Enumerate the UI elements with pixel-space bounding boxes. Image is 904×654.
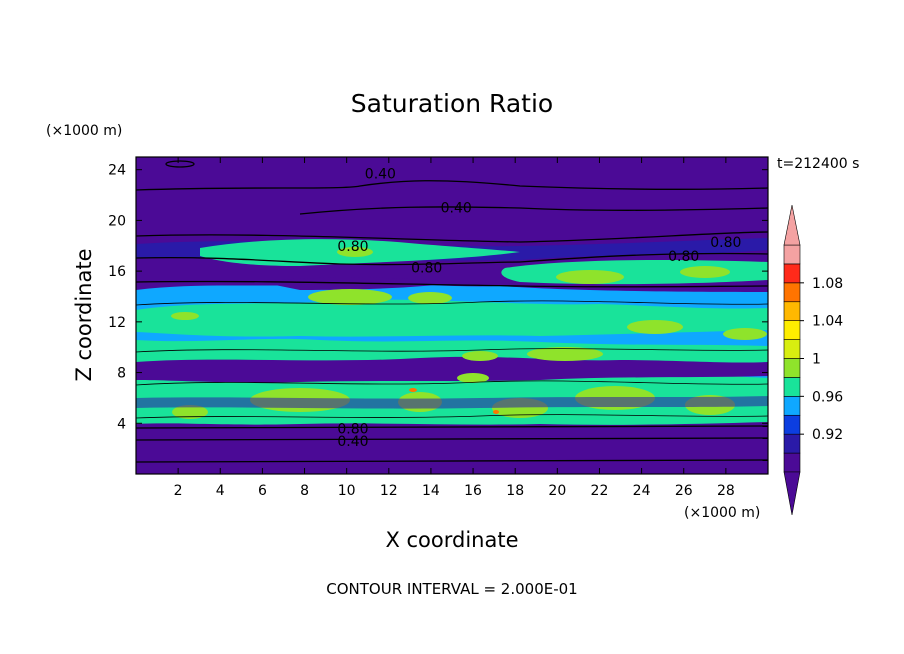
x-tick-label: 24 xyxy=(633,483,651,499)
contour-label: 0.80 xyxy=(337,239,368,255)
colorbar-segment xyxy=(783,396,801,416)
contour-interval-note: CONTOUR INTERVAL = 2.000E-01 xyxy=(326,580,577,598)
y-unit-label: (×1000 m) xyxy=(46,123,122,139)
colorbar-segment xyxy=(783,377,801,397)
colorbar-segment xyxy=(783,433,801,454)
x-tick-label: 14 xyxy=(422,483,440,499)
y-tick-label: 12 xyxy=(108,315,126,331)
x-tick-label: 10 xyxy=(338,483,356,499)
contour-label: 0.40 xyxy=(441,201,472,217)
x-tick-label: 2 xyxy=(174,483,183,499)
colorbar-segment xyxy=(783,339,801,359)
colorbar-segment xyxy=(783,320,801,340)
colorbar-label: 1 xyxy=(812,352,821,368)
x-unit-label: (×1000 m) xyxy=(684,505,760,521)
contour-field xyxy=(136,157,768,474)
y-tick-label: 24 xyxy=(108,163,126,179)
y-tick-label: 20 xyxy=(108,213,126,229)
x-tick-label: 4 xyxy=(216,483,225,499)
colorbar-segment xyxy=(783,244,801,265)
y-tick-label: 4 xyxy=(117,416,126,432)
contour-label: 0.40 xyxy=(337,434,368,450)
x-tick-label: 6 xyxy=(258,483,267,499)
colorbar-arrow-bottom xyxy=(783,471,801,516)
time-label: t=212400 s xyxy=(777,156,859,172)
contour-labels: 0.400.400.800.800.800.800.800.40 xyxy=(337,166,741,450)
colorbar-label: 0.92 xyxy=(812,427,843,443)
contour-label: 0.80 xyxy=(411,260,442,276)
colorbar-label: 0.96 xyxy=(812,389,843,405)
contour-label: 0.40 xyxy=(365,166,396,182)
plot-frame xyxy=(135,156,769,475)
contour-label: 0.80 xyxy=(668,249,699,265)
colorbar-segment xyxy=(783,414,801,435)
colorbar-segment xyxy=(783,301,801,321)
x-tick-label: 8 xyxy=(300,483,309,499)
x-axis-label: X coordinate xyxy=(385,528,518,552)
colorbar-arrow-top xyxy=(783,204,801,246)
colorbar: 0.92 0.96 1 1.04 1.08 xyxy=(783,204,843,516)
x-axis-ticks: 2 4 6 8 10 12 14 16 18 20 22 24 26 28 xyxy=(174,157,735,499)
colorbar-segment xyxy=(783,452,801,473)
colorbar-label: 1.04 xyxy=(812,314,843,330)
colorbar-segment xyxy=(783,263,801,284)
chart-title: Saturation Ratio xyxy=(351,89,553,118)
contour-label: 0.80 xyxy=(337,421,368,437)
x-tick-label: 18 xyxy=(506,483,524,499)
y-tick-label: 16 xyxy=(108,264,126,280)
x-tick-label: 22 xyxy=(591,483,609,499)
y-tick-label: 8 xyxy=(117,366,126,382)
contour-label: 0.80 xyxy=(710,235,741,251)
colorbar-segment xyxy=(783,282,801,303)
y-axis-label: Z coordinate xyxy=(72,248,96,381)
x-tick-label: 26 xyxy=(675,483,693,499)
x-tick-label: 20 xyxy=(548,483,566,499)
x-tick-label: 28 xyxy=(717,483,735,499)
y-axis-ticks: 4 8 12 16 20 24 xyxy=(108,163,768,432)
x-tick-label: 12 xyxy=(380,483,398,499)
colorbar-label: 1.08 xyxy=(812,276,843,292)
x-tick-label: 16 xyxy=(464,483,482,499)
colorbar-segment xyxy=(783,358,801,378)
